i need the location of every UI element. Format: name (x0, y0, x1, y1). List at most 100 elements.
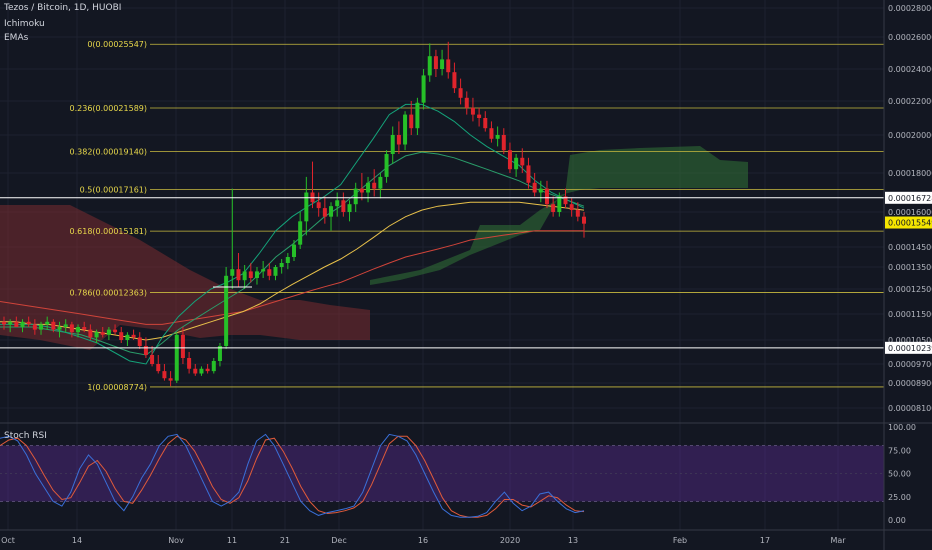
candle-body (557, 196, 562, 212)
candle-body (514, 157, 519, 170)
candle-body (180, 334, 185, 358)
ichimoku-label: Ichimoku (4, 19, 45, 29)
candle-body (452, 72, 457, 89)
candle-body (544, 188, 549, 205)
candle-body (162, 371, 167, 379)
price-tick-label: 0.00010500 (888, 336, 932, 345)
price-tick-label: 0.00009700 (888, 360, 932, 369)
stoch-tick-label: 75.00 (888, 446, 911, 455)
candle-body (100, 332, 105, 335)
candle-body (2, 321, 6, 325)
marked-low-badge: 0.00010239 (888, 344, 932, 353)
candle-body (125, 334, 130, 340)
candle-body (279, 263, 284, 267)
fib-label: 0.5(0.00017161) (80, 185, 147, 194)
stoch-tick-label: 50.00 (888, 470, 911, 479)
candle-body (526, 165, 531, 183)
time-tick-label: 13 (568, 536, 578, 545)
fib-label: 1(0.00008774) (87, 383, 147, 392)
candle-body (507, 150, 512, 170)
price-tick-label: 0.00022000 (888, 97, 932, 106)
candle-body (51, 321, 56, 330)
candle-body (551, 204, 556, 212)
candle-body (292, 244, 296, 257)
fib-label: 0.236(0.00021589) (70, 104, 148, 113)
fib-label: 0.618(0.00015181) (70, 227, 148, 236)
candle-body (285, 257, 290, 263)
candle-body (88, 329, 93, 338)
stoch-tick-label: 0.00 (888, 516, 906, 525)
time-tick-label: 11 (227, 536, 237, 545)
candle-body (347, 204, 352, 212)
price-tick-label: 0.00008100 (888, 404, 932, 413)
candle-body (489, 128, 494, 139)
candle-body (39, 324, 44, 330)
candle-body (242, 271, 247, 281)
candle-body (372, 182, 377, 189)
candle-body (248, 271, 253, 278)
price-tick-label: 0.00012500 (888, 285, 932, 294)
candle-body (57, 327, 62, 330)
candle-body (267, 269, 272, 276)
fib-label: 0(0.00025547) (87, 40, 147, 49)
stoch-tick-label: 100.00 (888, 423, 916, 432)
candle-body (131, 334, 136, 338)
candle-body (446, 59, 451, 73)
candle-body (409, 114, 414, 129)
candle-body (211, 361, 216, 372)
stoch-d-line (0, 435, 585, 518)
candle-body (236, 269, 241, 281)
time-tick-label: 14 (72, 536, 82, 545)
candle-body (335, 200, 340, 207)
candle-body (63, 324, 68, 327)
candle-body (94, 332, 99, 338)
candle-body (205, 368, 210, 372)
fib-label: 0.786(0.00012363) (70, 288, 148, 297)
candle-body (427, 56, 432, 76)
time-tick-label: 17 (760, 536, 770, 545)
candle-body (150, 355, 155, 364)
price-tick-label: 0.00024000 (888, 65, 932, 74)
candle-body (193, 368, 198, 374)
candle-body (359, 188, 364, 193)
ema-long-line (0, 230, 584, 325)
price-tick-label: 0.00026000 (888, 33, 932, 42)
candle-body (119, 332, 124, 340)
candle-body (168, 378, 173, 381)
candle-body (316, 202, 321, 209)
candle-body (45, 321, 50, 325)
candle-body (322, 208, 327, 217)
candle-body (384, 154, 389, 177)
candle-body (378, 176, 383, 189)
time-tick-label: 21 (280, 536, 290, 545)
time-tick-label: 2020 (500, 536, 520, 545)
price-tick-label: 0.00013500 (888, 263, 932, 272)
candle-body (501, 135, 506, 151)
candle-body (329, 206, 334, 217)
stoch-rsi-pane (0, 433, 884, 518)
candle-body (582, 216, 586, 224)
marked-high-badge: 0.00016728 (888, 194, 932, 203)
candle-body (390, 135, 395, 154)
price-tick-label: 0.00016000 (888, 208, 932, 217)
candle-body (304, 192, 309, 222)
marked-high-badge-bg (885, 191, 932, 204)
candle-body (26, 321, 31, 325)
marked-low-badge-bg (885, 341, 932, 354)
symbol-title: Tezos / Bitcoin, 1D, HUOBI (4, 3, 122, 13)
candle-body (415, 102, 420, 129)
candle-body (353, 188, 358, 205)
time-tick-label: Feb (673, 536, 687, 545)
fib-label: 0.382(0.00019140) (70, 147, 148, 156)
candle-body (174, 334, 179, 381)
candle-body (217, 346, 222, 361)
candle-body (520, 157, 525, 166)
stoch-tick-label: 25.00 (888, 493, 911, 502)
time-tick-label: Oct (1, 536, 15, 545)
candle-body (532, 182, 537, 193)
candle-body (14, 321, 19, 327)
fib-retracement: 0(0.00025547) 0.236(0.00021589) 0.382(0.00… (70, 40, 884, 392)
candle-body (69, 324, 74, 333)
candle-body (76, 327, 81, 333)
